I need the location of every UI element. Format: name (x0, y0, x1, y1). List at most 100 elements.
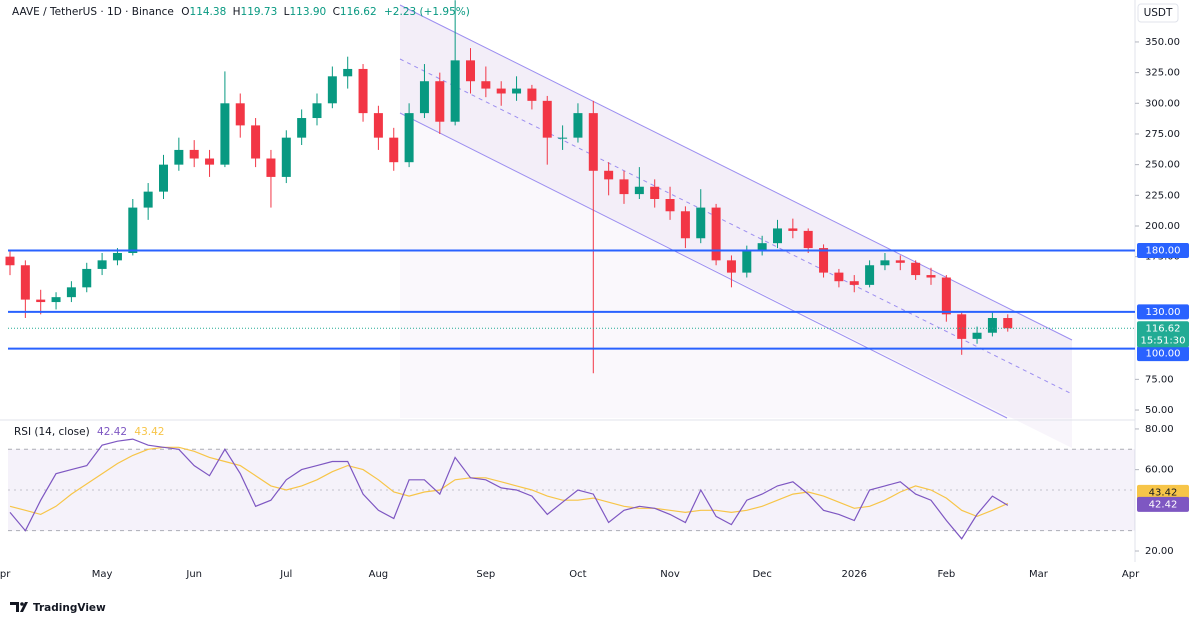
x-tick-label: Apr (1122, 569, 1140, 580)
candle-body (987, 318, 997, 333)
x-tick-label: 2026 (842, 569, 867, 580)
level-label: 100.00 (1146, 349, 1181, 360)
candle-body (880, 260, 890, 266)
ohlc-value: 113.90 (289, 6, 326, 18)
rsi-ma-value: 43.42 (134, 426, 164, 438)
level-box (1137, 243, 1189, 259)
candle-body (189, 149, 199, 159)
candle-body (312, 103, 322, 119)
y-tick-label: 75.00 (1145, 374, 1174, 385)
candle-body (527, 88, 537, 101)
level-label: 130.00 (1146, 307, 1181, 318)
candle-body (143, 191, 153, 208)
rsi-value-box (1137, 496, 1189, 512)
candle-body (5, 256, 15, 266)
brand: TradingView (33, 602, 106, 614)
last-price-label: 116.62 (1146, 323, 1181, 334)
x-tick-label: Aug (369, 569, 389, 580)
candle-body (957, 314, 967, 339)
candle-body (205, 158, 215, 165)
candle-body (327, 76, 337, 104)
y-tick-label: 300.00 (1145, 98, 1180, 109)
labels: 350.00 325.00 300.00 275.00 250.00 225.00 200.… (0, 37, 1189, 580)
candle-body (266, 158, 276, 177)
y-tick-label: 50.00 (1145, 405, 1174, 416)
ohlc-key: O (181, 6, 189, 18)
y-tick-label: 325.00 (1145, 68, 1180, 79)
x-tick-label: Mar (1029, 569, 1049, 580)
x-tick-label: Feb (937, 569, 955, 580)
symbol: AAVE / TetherUS · 1D · Binance (12, 6, 174, 18)
level-box (1137, 346, 1189, 362)
candle-body (512, 88, 522, 94)
candle-body (911, 262, 921, 276)
rsi-value-box (1137, 484, 1189, 500)
y-tick-label: 350.00 (1145, 37, 1180, 48)
candle-body (926, 275, 936, 278)
candle-body (297, 118, 307, 138)
candle-body (972, 332, 982, 339)
rsi-value-label: 43.42 (1149, 487, 1178, 498)
candle-body (680, 211, 690, 239)
y-tick-label: 60.00 (1145, 465, 1174, 476)
candle-body (1003, 318, 1013, 329)
candle-body (281, 137, 291, 177)
candle-body (82, 268, 92, 288)
x-tick-label: Apr (0, 569, 11, 580)
channel-lower (399, 112, 1008, 419)
candle-body (588, 113, 598, 171)
candle-body (481, 81, 491, 89)
candle-body (542, 100, 552, 138)
candle-body (726, 260, 736, 273)
candle-body (849, 281, 859, 285)
ohlc-value: 119.73 (241, 6, 278, 18)
candle-body (36, 299, 46, 303)
header: AAVE / TetherUS · 1D · Binance O114.38 H… (12, 6, 470, 18)
level-label: 180.00 (1146, 246, 1181, 257)
candle-body (604, 170, 614, 180)
candle-body (941, 277, 951, 315)
rsi-ma-line (9, 446, 1009, 518)
candle-body (373, 113, 383, 138)
candle-body (773, 228, 782, 244)
x-tick-label: Nov (660, 569, 680, 580)
candle-body (51, 297, 61, 303)
candle-body (466, 60, 475, 82)
candle-body (159, 164, 168, 192)
unit-box[interactable] (1137, 3, 1179, 23)
candle-body (97, 260, 107, 269)
y-tick-label: 80.00 (1145, 424, 1174, 435)
candle-body (20, 265, 30, 300)
rsi-line (9, 438, 1009, 540)
candle-body (66, 287, 76, 298)
candle-body (389, 137, 399, 163)
channel-area (400, 5, 1072, 418)
channel-fill (400, 5, 1072, 448)
candle-body (834, 272, 844, 282)
x-tick-label: Jun (185, 569, 202, 580)
candle-body (112, 252, 122, 261)
candle-body (788, 228, 798, 231)
ohlc-key: H (233, 6, 241, 18)
rsi-band (8, 449, 1135, 531)
candle-body (573, 113, 583, 138)
candle-body (711, 207, 721, 261)
candle-body (404, 113, 414, 163)
unit: USDT (1144, 7, 1173, 19)
candle-body (128, 207, 138, 253)
candle-body (450, 60, 460, 122)
candle-body (235, 103, 245, 126)
change: +2.23 (+1.95%) (384, 6, 470, 18)
candle-body (742, 250, 752, 273)
candle-body (619, 179, 629, 195)
x-tick-label: May (92, 569, 113, 580)
rsi-header: RSI (14, close) 42.42 43.42 (14, 426, 164, 438)
candle-body (757, 243, 767, 251)
y-tick-label: 275.00 (1145, 129, 1180, 140)
logo: TradingView (10, 602, 106, 614)
candle-body (558, 137, 568, 139)
ohlc-key: C (333, 6, 340, 18)
candle-body (419, 81, 429, 114)
logo-mark (10, 602, 28, 612)
